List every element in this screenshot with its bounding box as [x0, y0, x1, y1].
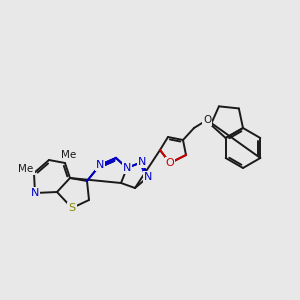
Text: Me: Me — [61, 150, 76, 160]
Text: O: O — [203, 115, 211, 125]
Text: S: S — [68, 203, 76, 213]
Text: N: N — [138, 157, 146, 167]
Text: Me: Me — [18, 164, 34, 174]
Text: N: N — [144, 172, 152, 182]
Text: O: O — [166, 158, 174, 168]
Text: N: N — [123, 163, 131, 173]
Text: N: N — [96, 160, 104, 170]
Text: N: N — [31, 188, 39, 198]
